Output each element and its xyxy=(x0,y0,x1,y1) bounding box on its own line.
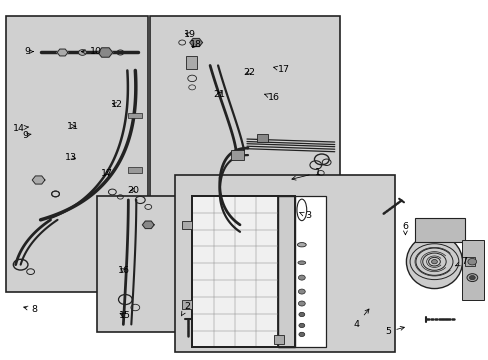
Text: 10: 10 xyxy=(81,47,102,56)
Bar xyxy=(150,15,339,205)
Text: 1: 1 xyxy=(291,168,320,180)
Bar xyxy=(257,134,267,143)
Bar xyxy=(186,56,197,69)
Circle shape xyxy=(468,275,474,280)
Text: 21: 21 xyxy=(213,90,224,99)
Text: 19: 19 xyxy=(183,30,196,39)
Polygon shape xyxy=(57,49,68,56)
Circle shape xyxy=(467,258,476,265)
Bar xyxy=(128,167,142,173)
Text: 17: 17 xyxy=(273,65,289,74)
Bar xyxy=(231,150,244,160)
Polygon shape xyxy=(98,48,112,57)
Polygon shape xyxy=(142,221,154,229)
Bar xyxy=(182,221,192,229)
Circle shape xyxy=(298,301,305,306)
Bar xyxy=(128,113,142,118)
Ellipse shape xyxy=(297,261,305,265)
Ellipse shape xyxy=(296,199,306,221)
Text: 20: 20 xyxy=(127,185,139,194)
Circle shape xyxy=(466,274,477,282)
Text: 15: 15 xyxy=(119,311,131,320)
Text: 12: 12 xyxy=(110,100,122,109)
Bar xyxy=(192,196,277,347)
Text: 16: 16 xyxy=(264,93,279,102)
Bar xyxy=(192,196,294,347)
Text: 9: 9 xyxy=(22,131,31,140)
Circle shape xyxy=(430,260,436,264)
Text: 13: 13 xyxy=(65,153,77,162)
Bar xyxy=(182,300,192,309)
Polygon shape xyxy=(189,39,202,46)
Bar xyxy=(277,196,294,347)
Text: 14: 14 xyxy=(13,123,28,132)
Text: 6: 6 xyxy=(402,222,407,235)
Bar xyxy=(277,196,325,347)
Text: 2: 2 xyxy=(181,302,189,316)
Ellipse shape xyxy=(406,235,462,289)
Text: 5: 5 xyxy=(385,327,404,336)
Bar xyxy=(273,335,283,344)
Bar xyxy=(6,15,148,292)
Text: 22: 22 xyxy=(243,68,255,77)
Text: 9: 9 xyxy=(24,47,33,56)
Text: 16: 16 xyxy=(117,266,129,275)
Bar xyxy=(175,175,394,352)
Bar xyxy=(97,196,188,332)
Text: 3: 3 xyxy=(299,211,310,220)
Text: 11: 11 xyxy=(67,122,79,131)
Text: 17: 17 xyxy=(101,169,113,178)
Text: 8: 8 xyxy=(24,305,38,314)
Bar xyxy=(465,257,474,266)
Ellipse shape xyxy=(297,243,305,247)
Circle shape xyxy=(298,289,305,294)
Text: 18: 18 xyxy=(189,40,202,49)
Circle shape xyxy=(298,312,304,317)
Circle shape xyxy=(298,332,304,337)
Circle shape xyxy=(79,50,86,55)
Text: 7: 7 xyxy=(455,257,466,266)
Circle shape xyxy=(298,323,304,328)
Circle shape xyxy=(298,275,305,280)
Bar xyxy=(414,218,465,242)
Bar xyxy=(462,240,483,300)
Polygon shape xyxy=(32,176,45,184)
Text: 4: 4 xyxy=(353,309,368,329)
